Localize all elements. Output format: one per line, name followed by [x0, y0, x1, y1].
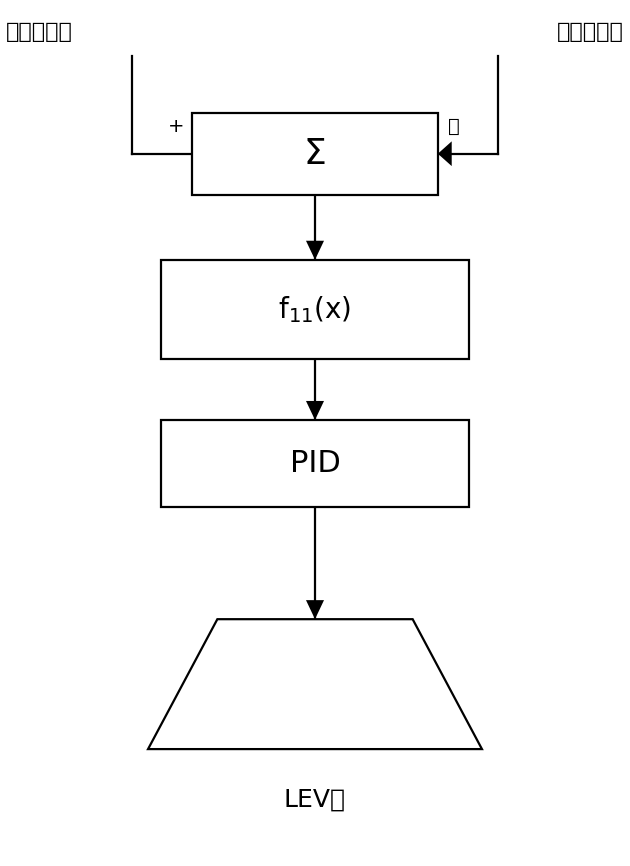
Polygon shape [148, 619, 482, 749]
Text: 当前热负荷: 当前热负荷 [557, 22, 624, 42]
Text: LEV阀: LEV阀 [284, 788, 346, 812]
Text: －: － [448, 117, 459, 136]
Bar [192, 113, 438, 195]
Polygon shape [192, 141, 206, 166]
Polygon shape [306, 241, 324, 260]
Bar [161, 260, 469, 359]
Text: Σ: Σ [304, 137, 326, 171]
Text: +: + [168, 117, 185, 136]
Polygon shape [306, 600, 324, 619]
Bar [161, 420, 469, 507]
Polygon shape [438, 141, 452, 166]
Text: 热负荷指令: 热负荷指令 [6, 22, 73, 42]
Polygon shape [306, 401, 324, 420]
Text: $\mathrm{f_{11}(x)}$: $\mathrm{f_{11}(x)}$ [278, 294, 352, 325]
Text: PID: PID [290, 449, 340, 478]
